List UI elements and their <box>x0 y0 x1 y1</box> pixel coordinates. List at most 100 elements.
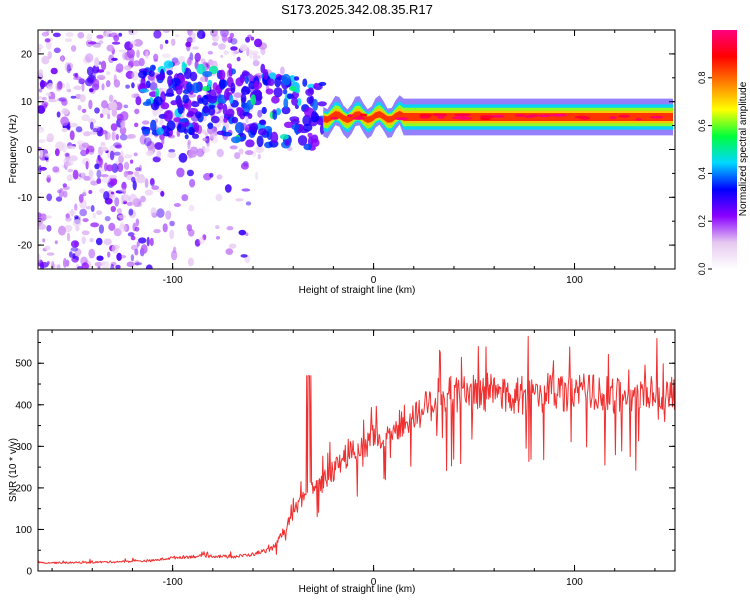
noise-blob <box>187 142 191 150</box>
noise-blob <box>100 146 109 152</box>
noise-blob <box>240 162 249 170</box>
noise-blob <box>116 252 122 261</box>
noise-blob <box>145 264 153 269</box>
band-blob <box>181 61 186 74</box>
noise-blob <box>106 164 114 172</box>
band-blob <box>207 95 218 104</box>
band-blob <box>234 122 245 134</box>
noise-blob <box>72 253 76 260</box>
band-blob <box>249 123 259 132</box>
noise-blob <box>161 137 165 145</box>
band-blob <box>282 88 288 95</box>
noise-blob <box>80 149 88 157</box>
colorbar-tick-label: 0.6 <box>697 119 707 132</box>
noise-blob <box>39 149 44 158</box>
noise-blob <box>121 181 127 191</box>
noise-blob <box>56 84 61 91</box>
noise-blob <box>233 92 242 98</box>
noise-blob <box>215 225 220 230</box>
band-blob <box>230 68 236 75</box>
band-blob <box>270 131 279 144</box>
noise-blob <box>143 137 152 147</box>
band-blob <box>156 127 164 136</box>
noise-blob <box>81 172 86 178</box>
y-tick-label: 300 <box>15 442 32 453</box>
noise-blob <box>92 44 102 48</box>
noise-blob <box>127 232 135 237</box>
noise-blob <box>98 40 104 45</box>
noise-blob <box>72 169 79 180</box>
noise-blob <box>287 146 293 151</box>
noise-blob <box>128 193 138 204</box>
noise-blob <box>66 63 71 74</box>
noise-blob <box>132 60 141 67</box>
noise-blob <box>254 38 263 48</box>
noise-blob <box>74 203 78 211</box>
noise-blob <box>165 210 172 220</box>
noise-blob <box>90 205 95 212</box>
noise-blob <box>134 262 143 266</box>
noise-blob <box>187 56 192 66</box>
noise-blob <box>85 160 89 170</box>
noise-blob <box>46 252 55 256</box>
band-blob <box>235 77 244 87</box>
noise-blob <box>153 229 161 234</box>
x-tick-label: 0 <box>371 275 377 286</box>
band-blob <box>210 115 220 124</box>
band-blob <box>295 87 300 94</box>
noise-blob <box>115 144 122 149</box>
snr-marks <box>38 335 675 565</box>
noise-blob <box>150 178 155 185</box>
y-tick-label: 10 <box>21 97 33 108</box>
noise-blob <box>69 130 75 141</box>
noise-blob <box>65 32 74 37</box>
noise-blob <box>110 205 117 213</box>
noise-blob <box>97 127 103 134</box>
noise-blob <box>161 53 171 58</box>
noise-blob <box>99 113 104 118</box>
band-blob <box>271 95 280 104</box>
noise-blob <box>70 247 79 252</box>
band-blob <box>192 133 199 139</box>
band-blob <box>240 86 251 95</box>
band-blob <box>194 122 200 133</box>
band-blob <box>189 71 198 82</box>
band-blob <box>286 93 294 99</box>
noise-blob <box>134 108 140 115</box>
noise-blob <box>96 169 102 179</box>
noise-blob <box>103 191 110 201</box>
band-blob <box>191 82 201 94</box>
noise-blob <box>127 134 136 139</box>
noise-blob <box>238 229 247 236</box>
x-tick-label: -100 <box>163 275 183 286</box>
noise-blob <box>61 108 70 115</box>
noise-blob <box>101 261 110 269</box>
noise-blob <box>172 246 177 254</box>
band-blob <box>217 102 224 110</box>
noise-blob <box>103 32 110 38</box>
noise-blob <box>111 57 118 62</box>
noise-blob <box>44 153 51 158</box>
noise-blob <box>156 208 165 218</box>
noise-blob <box>110 123 118 131</box>
band-blob <box>223 117 228 123</box>
band-blob <box>239 136 246 141</box>
noise-blob <box>170 250 178 261</box>
colorbar-tick-label: 0.2 <box>697 215 707 228</box>
band-blob <box>202 71 213 78</box>
noise-blob <box>88 248 96 259</box>
noise-blob <box>99 188 105 194</box>
band-blob <box>209 65 219 75</box>
noise-blob <box>111 108 118 117</box>
noise-blob <box>196 148 205 158</box>
noise-blob <box>162 223 168 233</box>
noise-blob <box>52 166 60 173</box>
noise-blob <box>77 266 83 269</box>
band-blob <box>267 78 275 87</box>
noise-blob <box>81 142 89 148</box>
noise-blob <box>95 237 103 246</box>
noise-blob <box>115 133 119 141</box>
noise-blob <box>64 152 70 157</box>
band-blob <box>274 77 282 88</box>
